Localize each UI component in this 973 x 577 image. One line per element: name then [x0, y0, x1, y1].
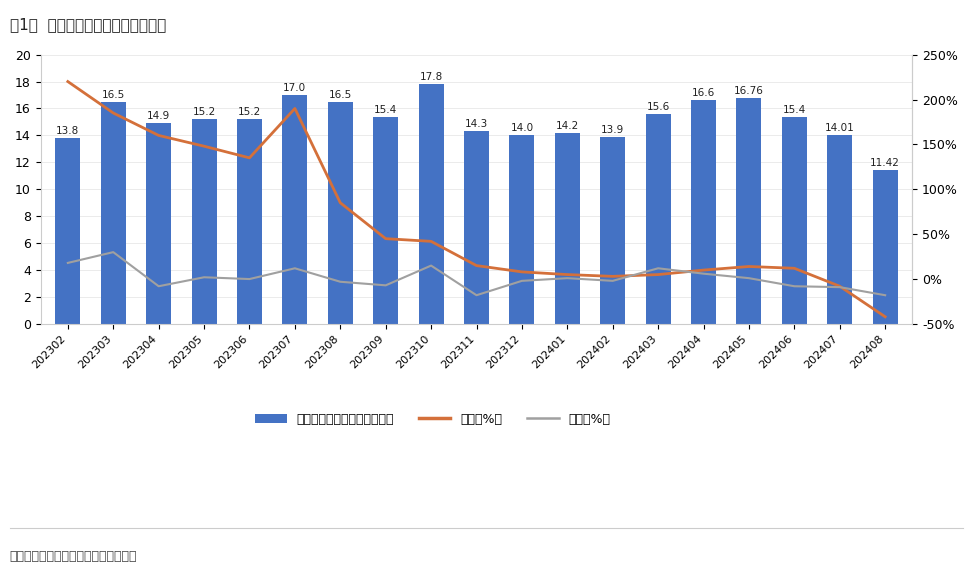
同比（%）	[561, 271, 573, 278]
同比（%）	[516, 268, 527, 275]
Text: 14.9: 14.9	[147, 111, 170, 121]
Text: 13.9: 13.9	[601, 125, 625, 135]
Bar	[646, 114, 670, 324]
环比（%）	[243, 276, 255, 283]
Text: 15.4: 15.4	[374, 104, 397, 115]
Text: 16.6: 16.6	[692, 88, 715, 99]
Text: 17.8: 17.8	[419, 72, 443, 83]
同比（%）	[335, 199, 346, 206]
环比（%）	[107, 249, 119, 256]
Bar	[691, 100, 716, 324]
环比（%）	[471, 292, 483, 299]
Text: 14.2: 14.2	[556, 121, 579, 131]
同比（%）	[153, 132, 164, 139]
Bar	[55, 138, 81, 324]
环比（%）	[289, 265, 301, 272]
Bar	[737, 98, 762, 324]
Bar	[418, 84, 444, 324]
Line: 环比（%）: 环比（%）	[68, 252, 885, 295]
Bar	[192, 119, 217, 324]
同比（%）	[107, 110, 119, 117]
环比（%）	[834, 284, 846, 291]
Bar	[600, 137, 626, 324]
环比（%）	[743, 275, 755, 282]
Text: 15.2: 15.2	[237, 107, 261, 117]
同比（%）	[198, 143, 210, 149]
环比（%）	[425, 262, 437, 269]
Text: 17.0: 17.0	[283, 83, 306, 93]
同比（%）	[471, 262, 483, 269]
Text: 15.4: 15.4	[782, 104, 806, 115]
环比（%）	[788, 283, 800, 290]
Bar	[873, 170, 898, 324]
同比（%）	[62, 78, 74, 85]
环比（%）	[62, 260, 74, 267]
环比（%）	[516, 278, 527, 284]
Text: 11.42: 11.42	[870, 158, 900, 168]
同比（%）	[698, 267, 709, 273]
Bar	[782, 117, 807, 324]
Bar	[146, 123, 171, 324]
同比（%）	[880, 313, 891, 320]
Legend: 光伏组件进口金额（亿美元）, 同比（%）, 环比（%）: 光伏组件进口金额（亿美元）, 同比（%）, 环比（%）	[250, 408, 616, 431]
Bar	[282, 95, 307, 324]
同比（%）	[379, 235, 391, 242]
Text: 16.5: 16.5	[329, 90, 352, 100]
Bar	[510, 136, 534, 324]
同比（%）	[788, 265, 800, 272]
同比（%）	[834, 283, 846, 290]
Text: 图1：  美国组件进口金额（亿美元）: 图1： 美国组件进口金额（亿美元）	[10, 17, 166, 32]
环比（%）	[153, 283, 164, 290]
同比（%）	[607, 273, 619, 280]
环比（%）	[335, 278, 346, 285]
环比（%）	[607, 278, 619, 284]
Text: 16.5: 16.5	[101, 90, 125, 100]
环比（%）	[880, 292, 891, 299]
Bar	[555, 133, 580, 324]
Bar	[101, 102, 126, 324]
Text: 13.8: 13.8	[56, 126, 80, 136]
Text: 16.76: 16.76	[734, 86, 764, 96]
环比（%）	[698, 270, 709, 277]
Bar	[827, 135, 852, 324]
Text: 15.2: 15.2	[193, 107, 216, 117]
同比（%）	[289, 105, 301, 112]
环比（%）	[652, 265, 664, 272]
Bar	[328, 102, 353, 324]
Bar	[237, 119, 262, 324]
Bar	[464, 132, 489, 324]
环比（%）	[561, 275, 573, 282]
Text: 14.0: 14.0	[511, 123, 533, 133]
同比（%）	[743, 263, 755, 270]
同比（%）	[425, 238, 437, 245]
Text: 14.3: 14.3	[465, 119, 488, 129]
Text: 数据来源：美国海关，东吴证券研究所: 数据来源：美国海关，东吴证券研究所	[10, 549, 137, 563]
环比（%）	[198, 274, 210, 281]
环比（%）	[379, 282, 391, 289]
Text: 14.01: 14.01	[825, 123, 854, 133]
Line: 同比（%）: 同比（%）	[68, 81, 885, 317]
同比（%）	[243, 155, 255, 162]
Bar	[374, 117, 398, 324]
Text: 15.6: 15.6	[646, 102, 669, 112]
同比（%）	[652, 271, 664, 278]
